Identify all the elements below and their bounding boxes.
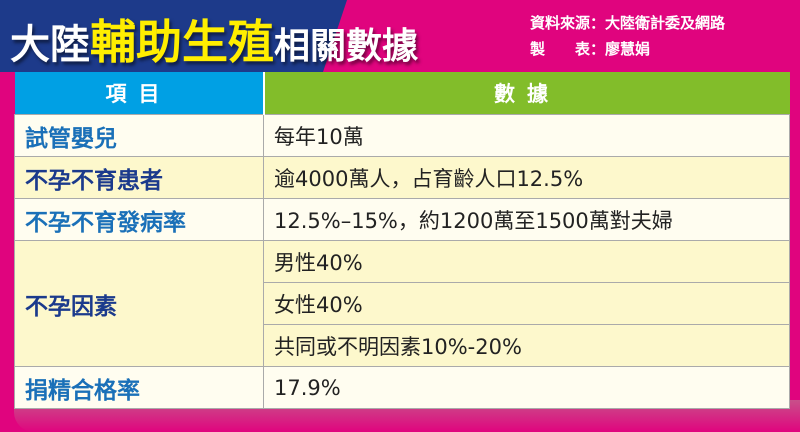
row-label: 不孕不育患者 (14, 156, 264, 199)
page-title: 大陸輔助生殖相關數據 (10, 6, 418, 72)
row-value: 共同或不明因素10%-20% (263, 324, 790, 367)
source-info: 資料來源：大陸衛計委及網路 製 表：廖慧娟 (530, 10, 725, 62)
row-value: 17.9% (263, 366, 790, 409)
row-value: 每年10萬 (263, 114, 790, 157)
row-value: 女性40% (263, 282, 790, 325)
author-line: 製 表：廖慧娟 (530, 40, 651, 58)
column-header-item: 項目 (14, 72, 265, 115)
table-row: 不孕因素 男性40% (14, 240, 790, 367)
table-row: 捐精合格率 17.9% (14, 366, 790, 409)
table-row: 不孕不育發病率 12.5%–15%，約1200萬至1500萬對夫婦 (14, 198, 790, 241)
column-header-data: 數據 (263, 72, 790, 115)
row-label: 捐精合格率 (14, 366, 264, 409)
title-prefix: 大陸 (10, 22, 90, 68)
source-line: 資料來源：大陸衛計委及網路 (530, 14, 726, 32)
title-suffix: 相關數據 (274, 26, 419, 67)
row-value: 男性40% (263, 240, 790, 283)
table-row: 女性40% (15, 282, 790, 325)
row-value: 逾4000萬人，占育齡人口12.5% (263, 156, 790, 199)
row-label: 試管嬰兒 (14, 114, 264, 157)
data-table: 項目 數據 試管嬰兒 每年10萬 不孕不育患者 逾4000萬人，占育齡人口12.… (14, 72, 790, 409)
table-header: 項目 數據 (14, 72, 790, 115)
table-row: 不孕不育患者 逾4000萬人，占育齡人口12.5% (14, 156, 790, 199)
table-row: 試管嬰兒 每年10萬 (14, 114, 790, 157)
row-label: 不孕不育發病率 (14, 198, 264, 241)
row-value: 12.5%–15%，約1200萬至1500萬對夫婦 (263, 198, 790, 241)
table-row: 共同或不明因素10%-20% (15, 324, 790, 367)
row-label: 不孕因素 (14, 240, 264, 367)
title-highlight: 輔助生殖 (90, 15, 274, 69)
header-banner-accent (323, 0, 800, 72)
